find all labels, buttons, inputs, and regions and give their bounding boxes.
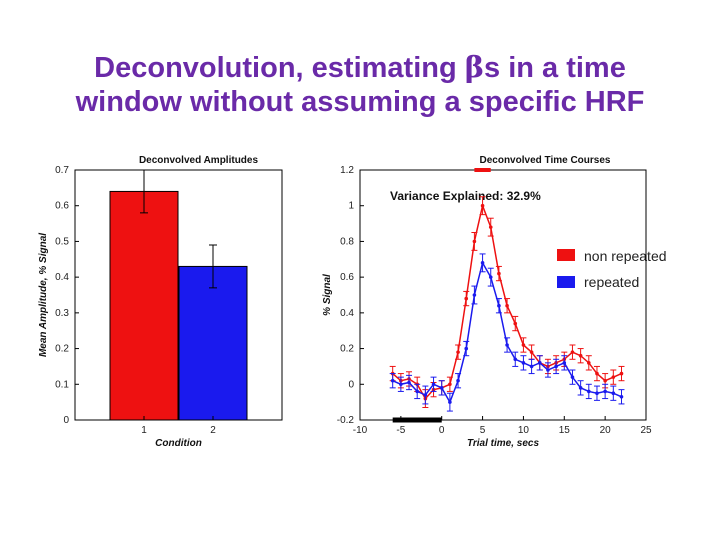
bar-chart-x-axis-label: Condition [155,438,202,449]
chart-legend: non repeated repeated [557,248,667,290]
series-data-point [578,353,583,358]
series-data-point [554,364,558,369]
slide-title-line-2: window without assuming a specific HRF [75,86,645,118]
series-data-point [456,350,460,354]
series-data-point [488,275,493,279]
series-data-point [480,261,485,265]
series-data-point [570,350,575,354]
series-data-point [399,382,403,387]
bar-chart-y-tick-label: 0.1 [55,379,69,390]
series-data-point [570,375,575,379]
time-course-x-tick-label: 5 [480,425,486,436]
series-data-point [513,357,518,362]
series-data-point [407,380,411,385]
series-data-point [448,400,452,404]
series-data-point [603,389,607,394]
time-course-x-tick-label: 0 [439,425,445,436]
series-data-point [464,346,469,351]
bar-chart-y-tick-label: 0.3 [55,308,69,319]
time-course-x-axis-label: Trial time, secs [467,438,540,449]
legend-label-repeated: repeated [584,274,639,290]
title-text-pre: Deconvolution, estimating [94,52,465,84]
bar-chart-y-tick-label: 0.5 [55,236,69,247]
time-course-y-axis-label: % Signal [322,274,333,316]
series-data-point [431,382,436,387]
time-course-y-tick-label: 1 [348,201,354,212]
bar-chart-y-tick-label: 0.4 [55,272,69,283]
series-data-point [611,391,616,396]
series-data-point [415,389,420,394]
series-data-point [472,239,477,244]
time-course-x-tick-label: 25 [640,425,652,436]
time-course-y-tick-label: 0.8 [340,236,354,247]
series-data-point [521,361,526,365]
time-course-y-tick-label: -0.2 [337,415,355,426]
series-data-point [578,386,583,390]
bar-condition-2 [178,265,248,421]
series-data-point [448,382,452,387]
series-data-point [439,386,444,390]
series-data-point [480,203,485,208]
bar-condition-1 [109,190,179,421]
time-course-axes-box [359,169,647,421]
series-data-point [505,343,509,347]
series-data-point [423,393,428,397]
time-course-chart: Deconvolved Time Courses Variance Explai… [322,155,667,449]
bar-chart-x-tick-label: 2 [210,425,216,436]
series-data-point [587,389,591,394]
time-course-y-tick-label: 0.2 [340,344,354,355]
series-data-point [488,225,493,229]
time-course-x-tick-label: 20 [600,425,612,436]
time-course-y-tick-label: 0.6 [340,272,354,283]
slide-title: Deconvolution, estimating βs in a time w… [0,50,720,119]
series-data-point [546,368,550,372]
bar-chart: Deconvolved Amplitudes Condition Mean Am… [38,155,283,449]
series-data-point [513,321,518,326]
series-data-point [562,361,567,365]
time-course-x-tick-label: 15 [559,425,571,436]
bar-chart-y-tick-label: 0.6 [55,201,69,212]
bar-chart-y-tick-label: 0.7 [55,165,69,176]
time-course-y-tick-label: 0 [348,379,354,390]
time-course-x-tick-label: 10 [518,425,530,436]
legend-swatch-repeated [557,276,575,288]
series-data-point [497,303,501,308]
legend-label-non-repeated: non repeated [584,248,667,264]
series-data-point [497,271,501,276]
series-data-point [529,364,534,369]
bar-chart-y-tick-label: 0 [63,415,69,426]
bar-chart-x-tick-label: 1 [141,425,147,436]
legend-swatch-non-repeated [557,249,575,261]
series-data-point [603,378,607,383]
bar-chart-title: Deconvolved Amplitudes [139,155,259,166]
series-data-point [537,361,542,365]
title-text-post: s in a time [484,52,626,84]
time-course-chart-title: Deconvolved Time Courses [480,155,611,166]
series-data-point [619,394,624,399]
series-data-point [529,350,534,354]
bar-chart-y-axis-label: Mean Amplitude, % Signal [38,233,49,357]
time-course-x-tick-label: -10 [353,425,368,436]
variance-explained-annotation: Variance Explained: 32.9% [390,189,541,203]
series-data-point [505,303,509,308]
time-course-y-tick-label: 1.2 [340,165,354,176]
time-course-y-tick-label: 0.4 [340,308,354,319]
slide-title-line-1: Deconvolution, estimating βs in a time [0,50,720,85]
series-data-point [390,378,395,383]
series-data-point [595,371,599,376]
time-course-x-tick-label: -5 [396,425,405,436]
series-data-point [521,343,526,347]
title-beta-symbol: β [464,50,485,84]
bar-chart-y-tick-label: 0.2 [55,344,69,355]
series-data-point [472,293,477,297]
series-data-point [464,296,469,301]
series-data-point [456,378,460,383]
series-data-point [611,375,616,379]
series-data-point [595,391,599,396]
series-data-point [587,361,591,365]
series-data-point [619,371,624,376]
